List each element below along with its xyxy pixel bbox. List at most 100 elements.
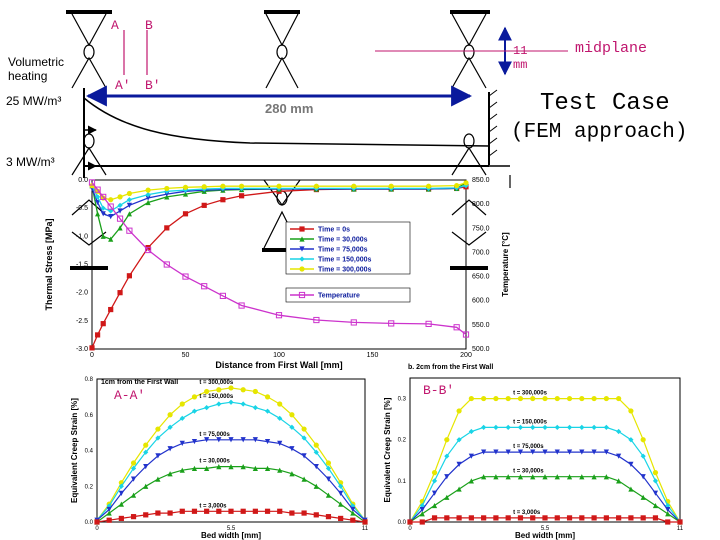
data-point bbox=[94, 186, 101, 193]
data-point bbox=[338, 490, 344, 496]
x-tick-label: 0 bbox=[408, 526, 412, 532]
legend-marker bbox=[299, 226, 305, 232]
series-label: t = 75,000s bbox=[513, 444, 544, 450]
data-point bbox=[95, 211, 101, 217]
data-point bbox=[277, 440, 283, 446]
y-tick-label: 0.0 bbox=[85, 520, 94, 526]
y-tick-label: -1.0 bbox=[76, 233, 88, 240]
data-point bbox=[289, 424, 295, 430]
y-tick-label: 0.2 bbox=[398, 438, 407, 444]
data-point bbox=[220, 183, 226, 189]
data-point bbox=[665, 502, 671, 509]
data-point bbox=[204, 465, 210, 471]
legend-label: Time = 150,000s bbox=[318, 257, 371, 264]
data-point bbox=[252, 388, 258, 395]
data-point bbox=[313, 183, 319, 189]
series-label: t = 300,000s bbox=[199, 380, 234, 386]
data-point bbox=[240, 437, 246, 443]
data-point bbox=[640, 437, 646, 443]
data-point bbox=[155, 426, 161, 432]
data-point bbox=[554, 395, 560, 402]
data-point bbox=[143, 463, 149, 470]
data-point bbox=[481, 424, 487, 430]
data-point bbox=[216, 508, 222, 514]
data-point bbox=[493, 424, 499, 430]
data-point bbox=[628, 437, 634, 443]
data-point bbox=[167, 471, 173, 477]
data-point bbox=[130, 514, 137, 520]
data-point bbox=[603, 515, 609, 521]
data-point bbox=[313, 463, 319, 470]
data-point bbox=[106, 517, 112, 523]
data-point bbox=[228, 437, 234, 443]
data-point bbox=[313, 483, 319, 489]
legend-label: Time = 300,000s bbox=[318, 267, 371, 274]
stress-temperature-chart: 0.0 -0.5 -1.0 -1.5 -2.0 -2.5 -3.0 850.0 800.0 750… bbox=[44, 177, 510, 370]
data-point bbox=[275, 312, 283, 319]
data-point bbox=[117, 208, 123, 214]
data-point bbox=[431, 478, 438, 484]
data-point bbox=[130, 460, 137, 466]
data-point bbox=[640, 515, 646, 521]
data-point bbox=[431, 490, 438, 496]
data-point bbox=[118, 501, 124, 507]
data-point bbox=[579, 449, 585, 455]
data-point bbox=[603, 424, 609, 430]
series-label: t = 75,000s bbox=[199, 432, 230, 438]
y-axis-label: Thermal Stress [MPa] bbox=[44, 218, 54, 310]
data-point bbox=[419, 519, 425, 525]
data-point bbox=[468, 428, 474, 435]
data-point bbox=[126, 273, 132, 279]
data-point bbox=[100, 193, 107, 201]
data-point bbox=[505, 395, 511, 402]
data-point bbox=[106, 506, 112, 513]
data-point bbox=[640, 474, 646, 480]
data-point bbox=[325, 465, 332, 471]
data-point bbox=[201, 184, 207, 190]
data-point bbox=[505, 424, 511, 430]
data-point bbox=[407, 519, 413, 525]
series-line bbox=[91, 182, 467, 336]
data-point bbox=[216, 463, 222, 470]
data-point bbox=[481, 449, 487, 455]
x-tick-label: 100 bbox=[273, 352, 285, 359]
y2-tick-label: 800.0 bbox=[472, 201, 490, 208]
data-point bbox=[628, 515, 634, 521]
data-point bbox=[616, 428, 622, 435]
data-point bbox=[100, 211, 106, 217]
data-point bbox=[431, 515, 438, 521]
top-supports bbox=[66, 10, 490, 89]
data-point bbox=[301, 510, 307, 516]
legend-box bbox=[285, 221, 411, 275]
data-point bbox=[264, 438, 271, 445]
data-point bbox=[117, 194, 123, 200]
data-point bbox=[426, 183, 432, 189]
data-point bbox=[155, 435, 161, 441]
data-point bbox=[289, 412, 295, 418]
data-point bbox=[117, 225, 123, 231]
data-point bbox=[616, 453, 622, 459]
heat-3-label: 3 MW/m³ bbox=[6, 155, 55, 169]
data-point bbox=[456, 437, 462, 443]
walls bbox=[83, 88, 511, 188]
legend-label: Temperature bbox=[318, 293, 360, 300]
data-point bbox=[191, 394, 198, 400]
x-axis-label: Bed width [mm] bbox=[201, 531, 261, 540]
data-point bbox=[145, 246, 152, 254]
data-point bbox=[566, 424, 573, 430]
legend-label: Time = 0s bbox=[318, 227, 350, 234]
data-point bbox=[566, 515, 573, 521]
data-point bbox=[117, 202, 123, 208]
data-point bbox=[616, 515, 622, 521]
data-point bbox=[264, 394, 271, 400]
data-point bbox=[616, 478, 622, 484]
data-point bbox=[603, 395, 609, 402]
data-point bbox=[126, 197, 132, 203]
midplane-label: midplane bbox=[575, 40, 648, 57]
data-point bbox=[143, 512, 149, 518]
data-point bbox=[252, 465, 258, 471]
data-point bbox=[616, 395, 622, 402]
series-line bbox=[409, 476, 681, 523]
data-point bbox=[481, 515, 487, 521]
